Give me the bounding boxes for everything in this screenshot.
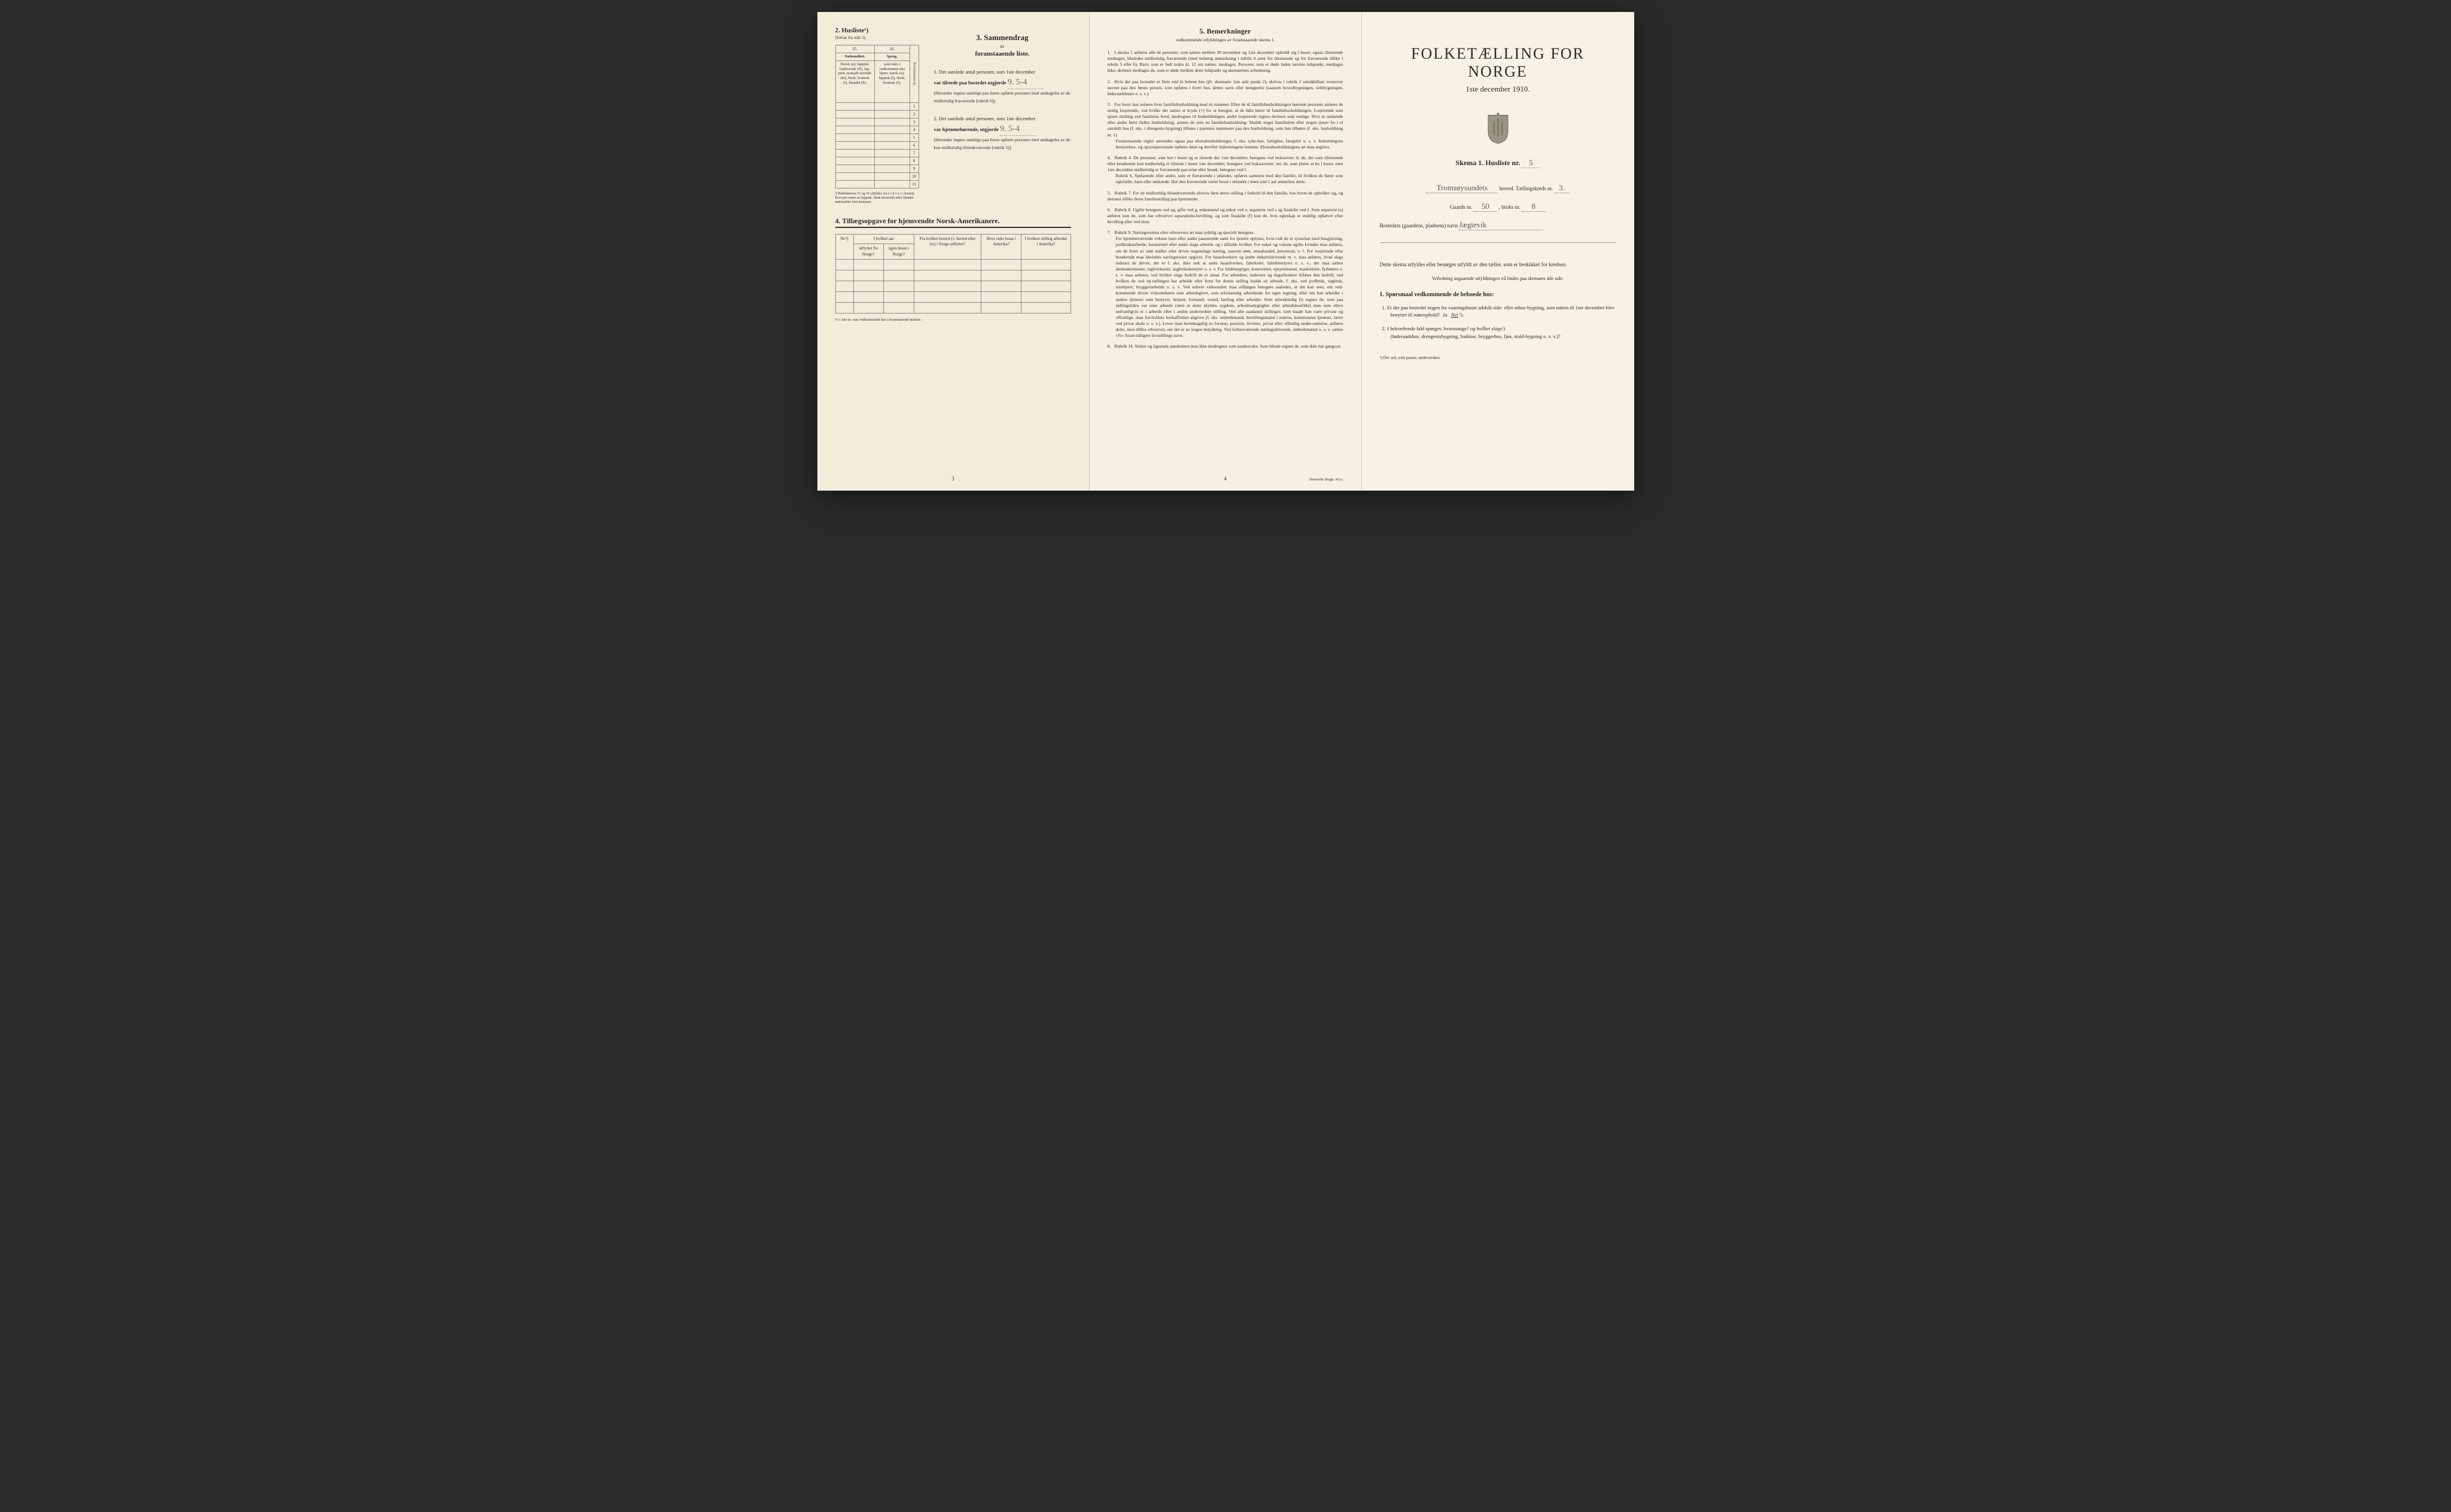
sammendrag-item-1: 1. Det samlede antal personer, som 1ste … [934, 68, 1071, 104]
husliste-nr: 5 [1522, 158, 1540, 168]
nat-header: Nationalitet. [835, 53, 874, 61]
col-pers: Personernes nr. [910, 45, 919, 103]
bemerkninger-subtitle: vedkommende utfyldningen av foranstaaend… [1108, 37, 1343, 42]
bem-item: 3.For hvert hus anføres hver familiehush… [1108, 102, 1343, 150]
nat-body: Norsk (n), lappisk, fastboende (lf), lap… [835, 60, 874, 102]
right-footnote: ¹) Det ord, som passer, understrekes. [1380, 355, 1616, 360]
sammendrag-item-2: 2. Det samlede antal personer, som 1ste … [934, 115, 1071, 151]
sammendrag-subtitle: foranstaaende liste. [934, 50, 1071, 57]
main-title: FOLKETÆLLING FOR NORGE [1380, 45, 1616, 81]
gaard-line: Gaards nr. 50 , bruks nr. 8 [1380, 202, 1616, 212]
bemerkninger-title: 5. Bemerkninger [1108, 27, 1343, 36]
herred-value: Tromsøysundets [1426, 183, 1498, 193]
bem-item: 6.Rubrik 8. Ugifte betegnes ved ug, gift… [1108, 207, 1343, 225]
table-footnote: ¹) Rubrikkerne 15 og 16 utfyldes for e t… [835, 192, 919, 205]
printer-mark: Steen'ske Bogtr. Kr.a. [1309, 477, 1343, 482]
col-15: 15. [835, 45, 874, 53]
document-spread: 2. Husliste¹) (fortsat fra side 2). 15. … [817, 12, 1634, 491]
page-4: 5. Bemerkninger vedkommende utfyldningen… [1090, 12, 1362, 491]
skema-line: Skema 1. Husliste nr. 5 [1380, 158, 1616, 168]
main-date: 1ste december 1910. [1380, 84, 1616, 94]
table4-footnote: ²) ɔ: Det nr. som vedkommende har i fora… [835, 318, 1071, 323]
bemerkninger-list: 1.I skema 1 anføres alle de personer, so… [1108, 50, 1343, 350]
bosted-value: Jægtevik [1459, 220, 1543, 230]
amerikanere-table: Nr.²) I hvilket aar Fra hvilket bosted (… [835, 234, 1071, 313]
question-1: 1. Er der paa bostedet nogen fra vaaning… [1391, 304, 1616, 320]
sammendrag-title: 3. Sammendrag [934, 33, 1071, 42]
kreds-value: 3. [1555, 183, 1570, 193]
section2-subtitle: (fortsat fra side 2). [835, 35, 928, 40]
bem-item: 4.Rubrik 4. De personer, som bor i huset… [1108, 155, 1343, 185]
question-2: 2. I bekræftende fald spørges: hvormange… [1391, 325, 1616, 340]
bem-item: 8.Rubrik 14. Sinker og lignende aandsslø… [1108, 343, 1343, 349]
hjemme-value: 9. 5-4 [1000, 123, 1036, 136]
herred-line: Tromsøysundets herred. Tællingskreds nr.… [1380, 183, 1616, 193]
bosted-line: Bostedets (gaardens, pladsens) navn Jægt… [1380, 220, 1616, 230]
bem-item: 1.I skema 1 anføres alle de personer, so… [1108, 50, 1343, 74]
page-number-3: 3 [951, 476, 954, 482]
divider [1380, 242, 1616, 243]
page-title-page: FOLKETÆLLING FOR NORGE 1ste december 191… [1362, 12, 1634, 491]
tilstede-value: 9. 5-4 [1008, 76, 1044, 89]
coat-of-arms-icon [1380, 112, 1616, 146]
sprog-header: Sprog, [874, 53, 910, 61]
bruks-nr: 8 [1522, 202, 1546, 212]
section2-title: 2. Husliste¹) [835, 27, 928, 34]
q1-answer-nei: Nei [1451, 312, 1458, 318]
bem-item: 5.Rubrik 7. For de midlertidig tilstedev… [1108, 190, 1343, 202]
page-3: 2. Husliste¹) (fortsat fra side 2). 15. … [817, 12, 1090, 491]
col-16: 16. [874, 45, 910, 53]
husliste-table: 15. 16. Personernes nr. Nationalitet. Sp… [835, 45, 919, 188]
section4-title: 4. Tillægsopgave for hjemvendte Norsk-Am… [835, 217, 1071, 228]
page-number-4: 4 [1224, 476, 1227, 482]
question-title: 1. Spørsmaal vedkommende de beboede hus: [1380, 291, 1616, 298]
instruction-block: Dette skema utfyldes eller besørges utfy… [1380, 261, 1616, 282]
sprog-body: som tales i vedkommen-des hjem: norsk (n… [874, 60, 910, 102]
bem-item: 2.Hvis der paa bostedet er flere end ét … [1108, 79, 1343, 97]
bem-item: 7.Rubrik 9. Næringsveiens eller erhverve… [1108, 230, 1343, 339]
sammendrag-av: av [934, 44, 1071, 49]
gaard-nr: 50 [1473, 202, 1497, 212]
